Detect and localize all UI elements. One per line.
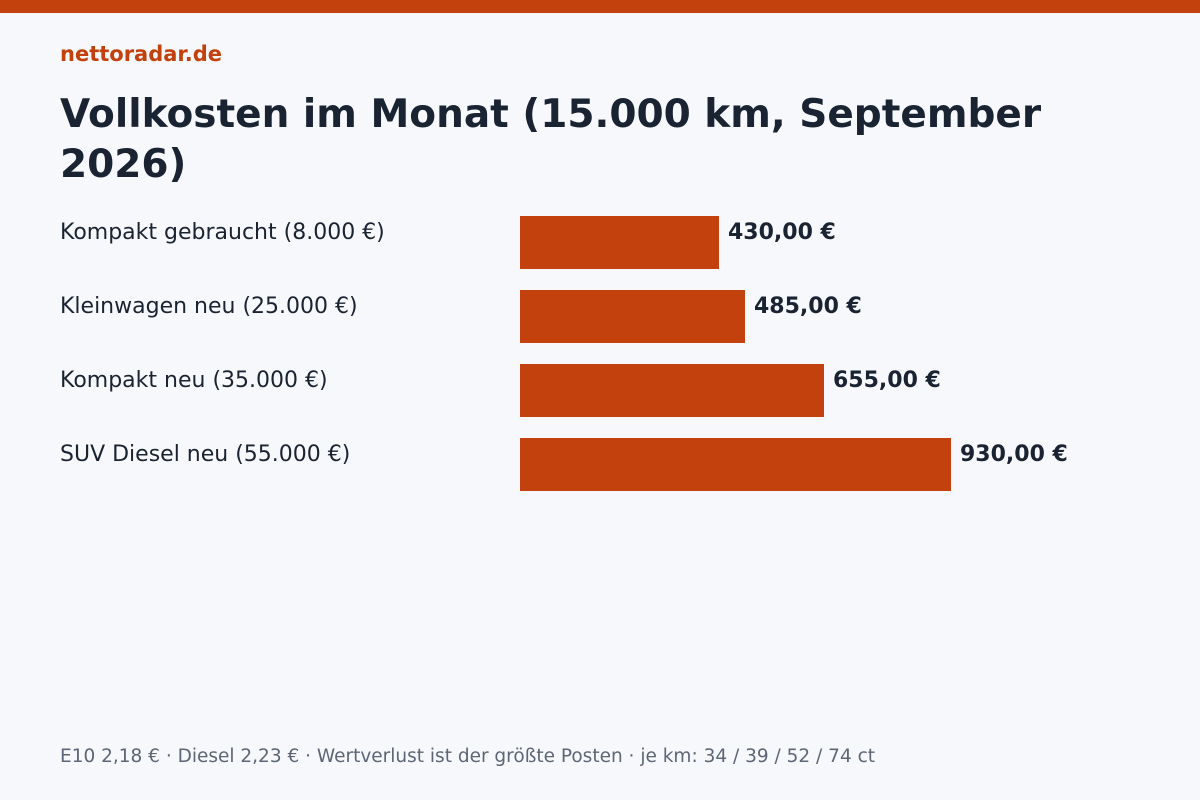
footer-note: E10 2,18 € · Diesel 2,23 € · Wertverlust… [60, 746, 876, 767]
category-label: SUV Diesel neu (55.000 €) [60, 442, 351, 467]
value-label: 430,00 € [728, 220, 836, 245]
bar [520, 364, 824, 417]
category-label: Kompakt neu (35.000 €) [60, 368, 328, 393]
category-label: Kompakt gebraucht (8.000 €) [60, 220, 385, 245]
bar [520, 290, 745, 343]
bar [520, 216, 719, 269]
chart-title: Vollkosten im Monat (15.000 km, Septembe… [60, 92, 1042, 187]
value-label: 655,00 € [833, 368, 941, 393]
top-accent-stripe [0, 0, 1200, 13]
value-label: 485,00 € [754, 294, 862, 319]
brand-name[interactable]: nettoradar.de [60, 42, 223, 66]
bar [520, 438, 951, 491]
value-label: 930,00 € [960, 442, 1068, 467]
category-label: Kleinwagen neu (25.000 €) [60, 294, 358, 319]
